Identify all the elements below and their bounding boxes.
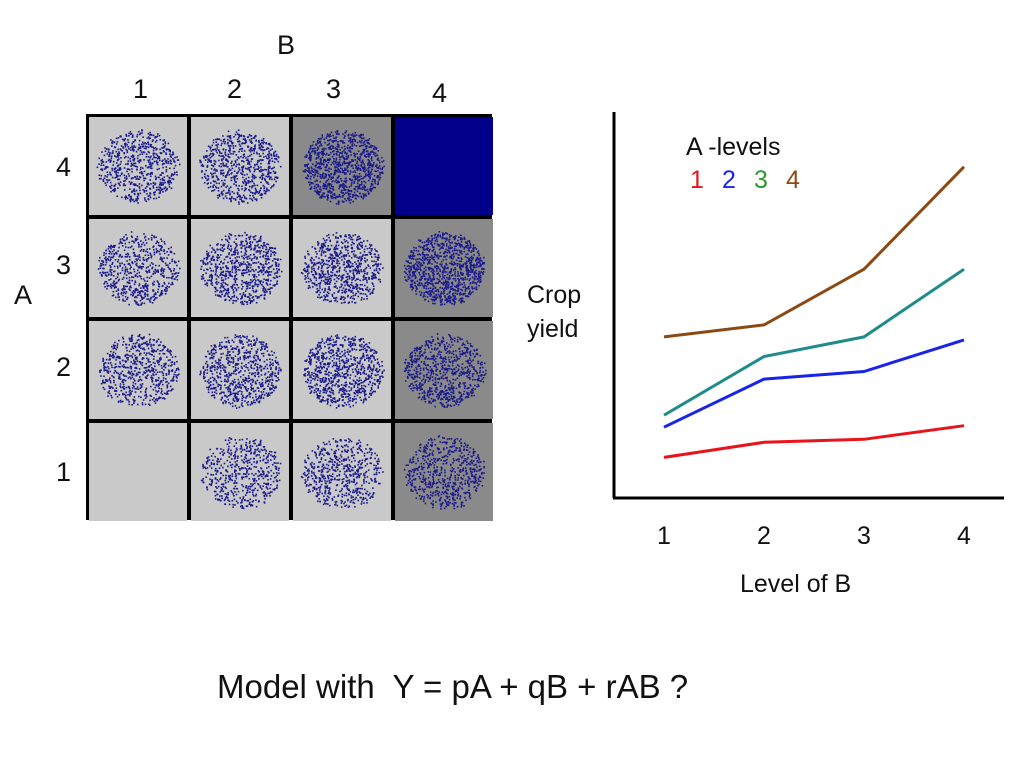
grid-cell-a1-b4 xyxy=(395,423,493,521)
grid-cell-a2-b4 xyxy=(395,321,493,419)
grid-cell-a3-b3 xyxy=(293,219,391,317)
grid-cell-a2-b3 xyxy=(293,321,391,419)
grid-cell-a1-b3 xyxy=(293,423,391,521)
row-label-3: 3 xyxy=(56,250,72,280)
series-line-a4 xyxy=(663,165,966,339)
grid-cell-a4-b2 xyxy=(191,117,289,215)
row-label-2: 2 xyxy=(56,352,72,382)
y-axis-label: Crop yield xyxy=(527,278,581,346)
series-line-a2 xyxy=(663,338,965,429)
grid-cell-a1-b1 xyxy=(89,423,187,521)
grid-cell-a2-b1 xyxy=(89,321,187,419)
x-tick-label: 1 xyxy=(657,522,671,550)
x-axis-label: Level of B xyxy=(740,570,851,598)
row-label-1: 1 xyxy=(56,457,72,487)
col-label-4: 4 xyxy=(432,78,448,108)
series-line-a1 xyxy=(663,424,965,459)
x-tick-label: 2 xyxy=(757,522,771,550)
legend-title: A -levels xyxy=(686,133,780,161)
y-axis-label-line2: yield xyxy=(527,315,579,343)
row-label-4: 4 xyxy=(56,152,72,182)
legend-entry-a4: 4 xyxy=(786,166,800,194)
col-label-3: 3 xyxy=(326,74,342,104)
series-line-a3 xyxy=(663,267,965,417)
grid-cell-a4-b1 xyxy=(89,117,187,215)
grid-cell-a3-b1 xyxy=(89,219,187,317)
scatter-grid xyxy=(86,114,493,521)
grid-cell-a4-b4 xyxy=(395,117,493,215)
col-axis-title: B xyxy=(277,30,296,60)
col-label-2: 2 xyxy=(227,74,243,104)
grid-cell-a4-b3 xyxy=(293,117,391,215)
grid-cell-a3-b4 xyxy=(395,219,493,317)
grid-cell-a2-b2 xyxy=(191,321,289,419)
x-tick-label: 3 xyxy=(857,522,871,550)
col-label-1: 1 xyxy=(133,74,149,104)
model-caption: Model with Y = pA + qB + rAB ? xyxy=(217,668,689,705)
row-axis-title: A xyxy=(14,280,33,310)
x-tick-label: 4 xyxy=(957,522,971,550)
legend-entry-a1: 1 xyxy=(690,166,704,194)
legend-entry-a2: 2 xyxy=(722,166,736,194)
y-axis-label-line1: Crop xyxy=(527,281,582,309)
legend-entry-a3: 3 xyxy=(754,166,768,194)
grid-cell-a3-b2 xyxy=(191,219,289,317)
grid-cell-a1-b2 xyxy=(191,423,289,521)
